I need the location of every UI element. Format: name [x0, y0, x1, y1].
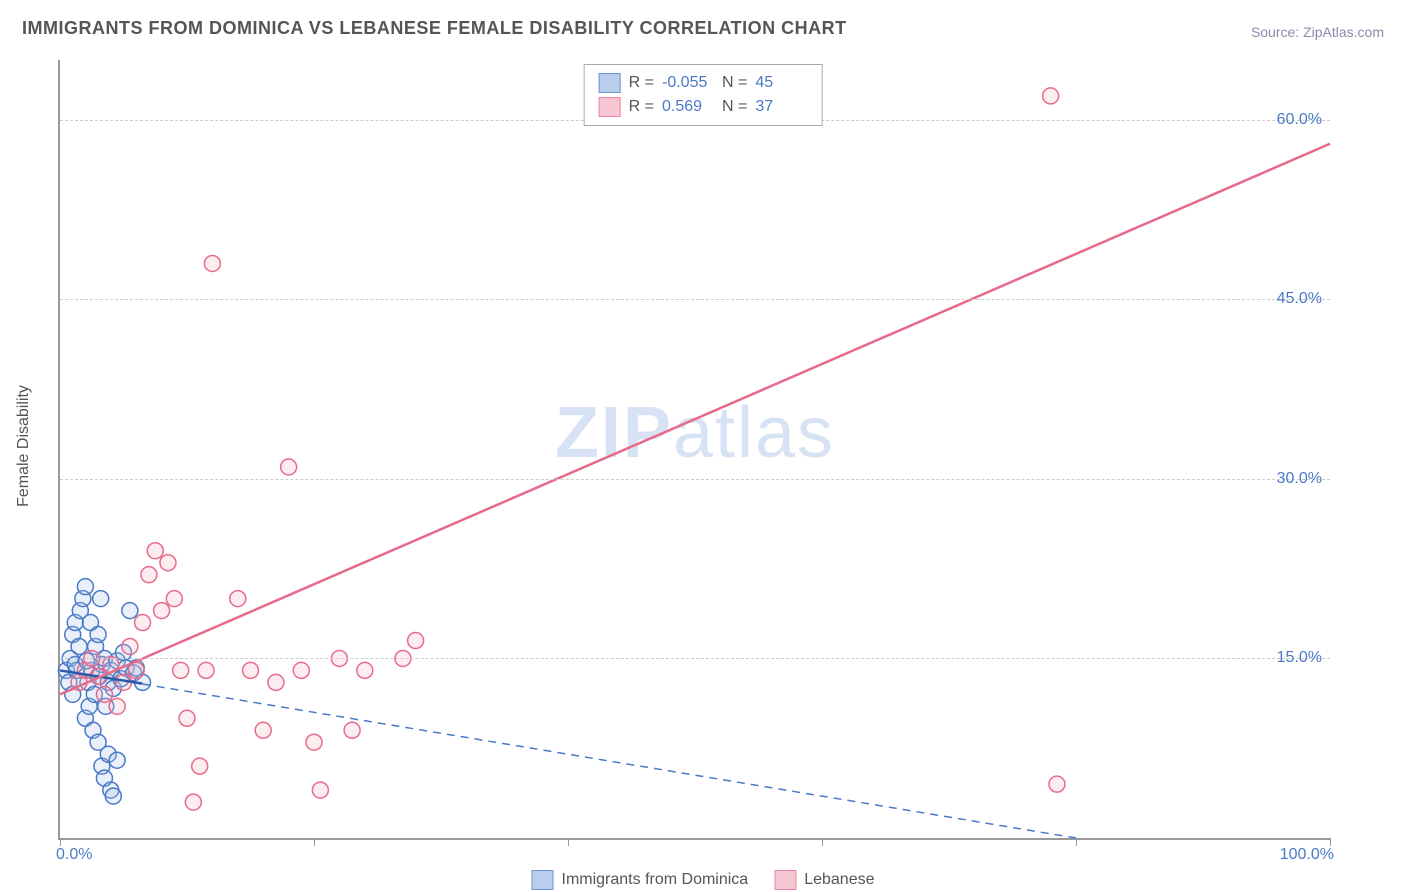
trend-line	[60, 144, 1330, 695]
r-label: R =	[629, 95, 654, 119]
scatter-point	[408, 633, 424, 649]
scatter-point	[109, 698, 125, 714]
scatter-point	[1043, 88, 1059, 104]
scatter-point	[192, 758, 208, 774]
scatter-point	[71, 638, 87, 654]
legend-swatch	[599, 73, 621, 93]
scatter-point	[255, 722, 271, 738]
n-value: 37	[755, 95, 807, 119]
trend-line	[60, 670, 1076, 838]
scatter-point	[198, 662, 214, 678]
legend-swatch	[599, 97, 621, 117]
scatter-point	[122, 638, 138, 654]
scatter-point	[147, 543, 163, 559]
y-tick-label: 15.0%	[1277, 649, 1322, 667]
gridline	[60, 299, 1330, 300]
scatter-point	[185, 794, 201, 810]
r-value: -0.055	[662, 71, 714, 95]
scatter-point	[357, 662, 373, 678]
legend-swatch	[532, 870, 554, 890]
legend-swatch	[774, 870, 796, 890]
chart-svg	[60, 60, 1330, 838]
plot-area: ZIPatlas 15.0%30.0%45.0%60.0%0.0%100.0%	[58, 60, 1330, 840]
scatter-point	[344, 722, 360, 738]
gridline	[60, 658, 1330, 659]
scatter-point	[243, 662, 259, 678]
n-value: 45	[755, 71, 807, 95]
x-tick-mark	[60, 838, 61, 846]
scatter-point	[306, 734, 322, 750]
scatter-point	[230, 591, 246, 607]
x-tick-label: 100.0%	[1280, 846, 1334, 864]
scatter-point	[173, 662, 189, 678]
y-tick-label: 30.0%	[1277, 470, 1322, 488]
x-tick-mark	[568, 838, 569, 846]
scatter-point	[154, 603, 170, 619]
scatter-point	[1049, 776, 1065, 792]
x-tick-mark	[822, 838, 823, 846]
scatter-point	[204, 255, 220, 271]
scatter-point	[105, 788, 121, 804]
gridline	[60, 479, 1330, 480]
scatter-point	[166, 591, 182, 607]
r-label: R =	[629, 71, 654, 95]
y-tick-label: 60.0%	[1277, 111, 1322, 129]
scatter-point	[268, 674, 284, 690]
n-label: N =	[722, 71, 747, 95]
legend-label: Lebanese	[804, 871, 874, 889]
chart-title: IMMIGRANTS FROM DOMINICA VS LEBANESE FEM…	[22, 18, 847, 39]
y-tick-label: 45.0%	[1277, 290, 1322, 308]
x-tick-mark	[314, 838, 315, 846]
scatter-point	[93, 591, 109, 607]
scatter-point	[141, 567, 157, 583]
scatter-point	[90, 627, 106, 643]
scatter-point	[109, 752, 125, 768]
source-label: Source: ZipAtlas.com	[1251, 24, 1384, 40]
legend-item: Lebanese	[774, 870, 874, 890]
legend-item: Immigrants from Dominica	[532, 870, 749, 890]
scatter-point	[293, 662, 309, 678]
n-label: N =	[722, 95, 747, 119]
scatter-point	[135, 615, 151, 631]
y-axis-label: Female Disability	[15, 346, 33, 546]
scatter-point	[122, 603, 138, 619]
scatter-point	[160, 555, 176, 571]
scatter-point	[281, 459, 297, 475]
scatter-point	[179, 710, 195, 726]
scatter-point	[96, 686, 112, 702]
legend-stats-row: R = 0.569 N = 37	[599, 95, 808, 119]
r-value: 0.569	[662, 95, 714, 119]
x-tick-mark	[1076, 838, 1077, 846]
scatter-point	[312, 782, 328, 798]
scatter-point	[77, 579, 93, 595]
legend-series: Immigrants from Dominica Lebanese	[532, 870, 875, 890]
legend-stats: R = -0.055 N = 45 R = 0.569 N = 37	[584, 64, 823, 126]
legend-label: Immigrants from Dominica	[562, 871, 749, 889]
x-tick-label: 0.0%	[56, 846, 92, 864]
x-tick-mark	[1330, 838, 1331, 846]
legend-stats-row: R = -0.055 N = 45	[599, 71, 808, 95]
